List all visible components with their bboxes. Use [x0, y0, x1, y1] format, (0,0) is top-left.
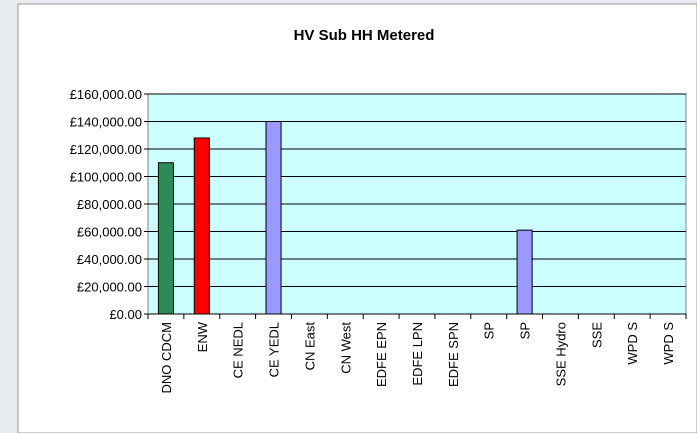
x-tick-label: CE NEDL	[231, 322, 246, 378]
y-tick-label: £140,000.00	[70, 115, 142, 130]
x-tick-label: CE YEDL	[267, 322, 282, 377]
bar	[193, 137, 210, 315]
y-tick-label: £100,000.00	[70, 170, 142, 185]
y-tick-label: £120,000.00	[70, 142, 142, 157]
x-tick-label: CN West	[338, 322, 353, 374]
x-tick-label: CN East	[302, 322, 317, 371]
x-tick-label: WPD S	[625, 322, 640, 365]
y-tick-label: £60,000.00	[77, 225, 142, 240]
bar	[157, 162, 174, 315]
y-tick-label: £0.00	[109, 307, 142, 322]
x-tick-label: EDFE LPN	[410, 322, 425, 386]
x-tick-label: SSE	[589, 322, 604, 348]
y-tick-label: £160,000.00	[70, 87, 142, 102]
x-tick-label: SP	[518, 322, 533, 339]
bar	[516, 229, 533, 315]
y-tick-label: £40,000.00	[77, 252, 142, 267]
y-tick-label: £80,000.00	[77, 197, 142, 212]
chart-title: HV Sub HH Metered	[294, 27, 435, 44]
x-tick-label: DNO CDCM	[159, 322, 174, 394]
x-tick-label: SP	[482, 322, 497, 339]
x-tick-label: WPD S	[661, 322, 676, 365]
x-tick-label: SSE Hydro	[553, 322, 568, 386]
x-tick-label: ENW	[195, 321, 210, 352]
bar	[265, 121, 282, 315]
y-tick-label: £20,000.00	[77, 280, 142, 295]
x-tick-label: EDFE SPN	[446, 322, 461, 387]
x-tick-label: EDFE EPN	[374, 322, 389, 387]
